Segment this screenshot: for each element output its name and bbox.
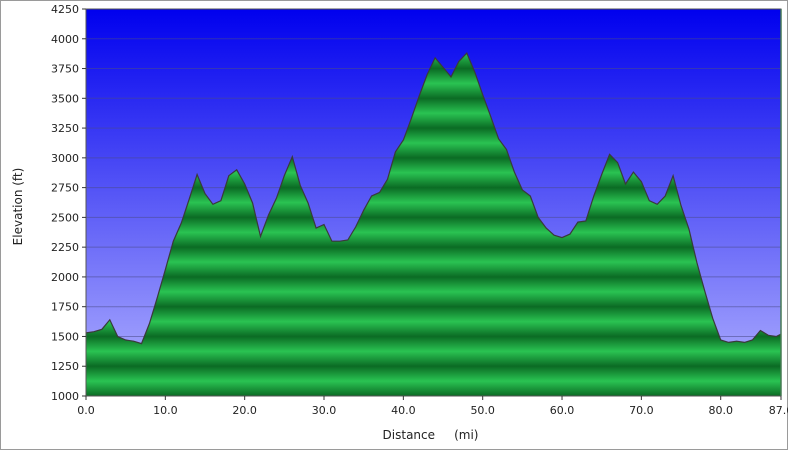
x-tick-label: 80.0 [708,404,733,417]
x-tick-label: 40.0 [391,404,416,417]
y-tick-label: 2000 [51,271,79,284]
y-tick-label: 2750 [51,182,79,195]
plot-border [85,8,782,397]
y-tick-label: 1250 [51,360,79,373]
x-tick-label: 60.0 [550,404,575,417]
x-tick-label: 20.0 [232,404,257,417]
y-tick-label: 3500 [51,92,79,105]
x-tick-label: 70.0 [629,404,654,417]
x-tick-label: 30.0 [312,404,337,417]
y-tick-label: 3000 [51,152,79,165]
y-tick-label: 4250 [51,3,79,16]
x-tick-label: 87.6 [769,404,788,417]
y-tick-label: 2500 [51,211,79,224]
y-tick-label: 2250 [51,241,79,254]
y-tick-label: 3250 [51,122,79,135]
y-tick-label: 1000 [51,390,79,403]
y-tick-label: 1750 [51,301,79,314]
x-tick-label: 50.0 [470,404,495,417]
elevation-area-series [86,53,781,396]
y-tick-label: 4000 [51,33,79,46]
axes: 1000 1250 1500 1750 2000 2250 2500 2750 3000 3250… [51,3,788,417]
y-tick-label: 1500 [51,330,79,343]
x-axis-title: Distance (mi) [383,428,479,442]
x-tick-label: 0.0 [77,404,95,417]
elevation-outline-series [86,52,781,345]
y-tick-label: 3750 [51,63,79,76]
x-tick-label: 10.0 [153,404,178,417]
y-axis-title: Elevation (ft) [11,168,25,246]
